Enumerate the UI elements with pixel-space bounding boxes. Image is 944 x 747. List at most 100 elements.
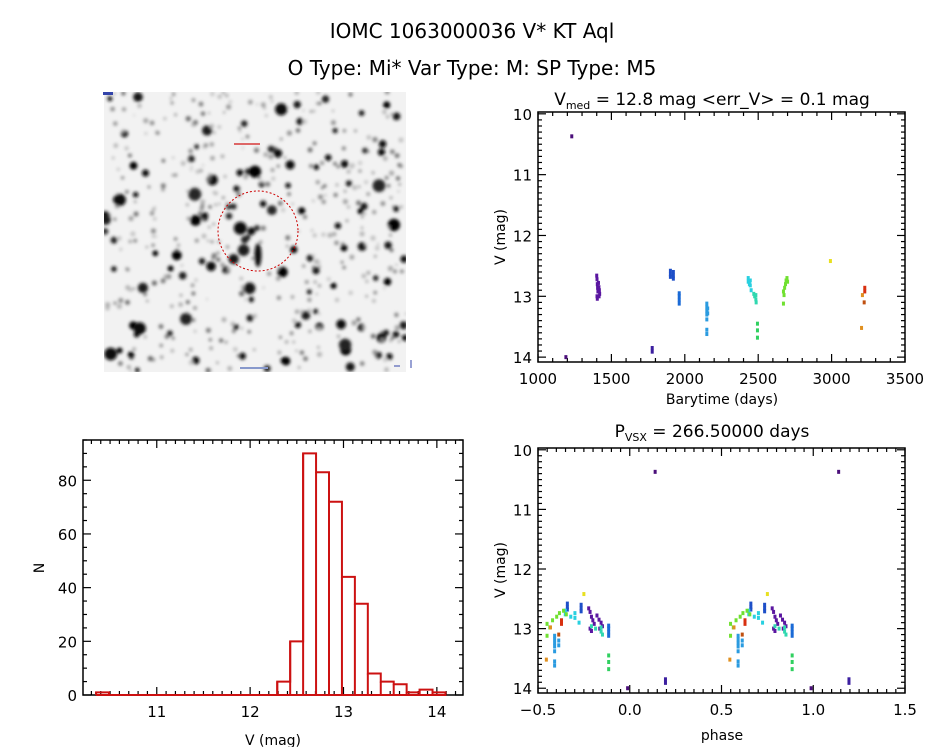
star xyxy=(180,161,186,166)
star xyxy=(122,107,126,112)
star xyxy=(357,242,367,251)
phase-curve-title: PVSX = 266.50000 days xyxy=(615,422,810,444)
star xyxy=(210,156,215,161)
star xyxy=(188,155,195,163)
star xyxy=(310,229,314,232)
star xyxy=(335,183,339,187)
star xyxy=(262,286,265,289)
phase-curve-x-tick-label: −0.5 xyxy=(520,701,556,719)
star xyxy=(200,111,206,116)
star xyxy=(390,112,394,116)
star xyxy=(273,149,283,158)
compass-icon xyxy=(394,360,412,368)
star xyxy=(336,165,340,169)
star xyxy=(225,271,229,275)
star xyxy=(276,295,281,300)
data-point xyxy=(752,291,756,296)
star xyxy=(205,327,211,333)
star xyxy=(230,203,237,210)
phase-point xyxy=(663,677,667,682)
star xyxy=(323,184,327,188)
phase-point xyxy=(847,677,851,682)
star xyxy=(105,306,110,311)
star xyxy=(331,109,335,113)
phase-curve-x-tick-label: 1.0 xyxy=(801,701,825,719)
data-point xyxy=(754,293,758,298)
light-curve-title: Vmed = 12.8 mag <err_V> = 0.1 mag xyxy=(554,90,870,112)
data-point xyxy=(677,297,681,302)
star xyxy=(237,244,250,256)
light-curve-x-tick-label: 1500 xyxy=(592,370,630,388)
star xyxy=(338,338,352,351)
phase-point xyxy=(756,611,760,616)
star xyxy=(117,236,122,241)
phase-point xyxy=(607,653,611,658)
phase-point xyxy=(729,621,733,626)
phase-point xyxy=(784,632,788,637)
star xyxy=(221,196,225,200)
star xyxy=(178,271,187,280)
star xyxy=(216,361,219,364)
phase-point xyxy=(736,649,740,654)
phase-point xyxy=(790,630,794,635)
star xyxy=(143,335,147,339)
star xyxy=(279,335,282,339)
star xyxy=(153,217,157,221)
star xyxy=(377,148,386,156)
star xyxy=(315,180,320,185)
star xyxy=(340,160,349,168)
star xyxy=(158,324,164,329)
star xyxy=(204,143,208,148)
star xyxy=(295,349,298,352)
star xyxy=(308,329,312,333)
star xyxy=(209,142,214,147)
data-point xyxy=(668,272,672,277)
phase-point xyxy=(736,640,740,645)
data-point xyxy=(828,259,832,264)
star xyxy=(270,100,274,103)
star xyxy=(163,274,169,280)
phase-point xyxy=(763,602,767,607)
phase-point xyxy=(749,601,753,606)
phase-point xyxy=(545,633,549,638)
phase-point xyxy=(600,632,604,637)
data-point xyxy=(705,327,709,332)
star xyxy=(277,350,282,355)
star xyxy=(393,269,397,274)
star xyxy=(201,218,204,221)
phase-curve-y-tick-label: 14 xyxy=(513,680,532,698)
star xyxy=(190,283,195,288)
star xyxy=(179,293,183,297)
phase-point xyxy=(790,653,794,658)
phase-point xyxy=(783,625,787,630)
phase-point xyxy=(573,615,577,620)
phase-curve-y-tick-label: 13 xyxy=(513,621,532,639)
phase-point xyxy=(776,621,780,626)
star xyxy=(224,340,228,344)
phase-point xyxy=(594,626,598,631)
star xyxy=(400,255,406,263)
star xyxy=(389,170,395,176)
star xyxy=(324,154,332,161)
phase-point xyxy=(777,626,781,631)
data-point xyxy=(755,328,759,333)
star xyxy=(111,266,117,272)
light-curve-xlabel: Barytime (days) xyxy=(666,392,778,408)
star xyxy=(247,227,256,236)
phase-curve-x-tick-label: 0.5 xyxy=(710,701,734,719)
star xyxy=(370,333,376,339)
phase-point xyxy=(548,625,552,630)
light-curve-ylabel: V (mag) xyxy=(493,209,509,265)
star xyxy=(191,318,196,322)
data-point xyxy=(749,288,753,293)
star xyxy=(212,222,215,226)
star xyxy=(303,356,308,362)
star xyxy=(213,131,216,134)
star xyxy=(390,336,395,340)
star xyxy=(321,199,326,204)
star xyxy=(358,160,363,166)
star xyxy=(316,92,321,95)
light-curve-y-tick-label: 12 xyxy=(513,227,532,245)
star xyxy=(104,347,118,361)
star xyxy=(302,264,306,268)
